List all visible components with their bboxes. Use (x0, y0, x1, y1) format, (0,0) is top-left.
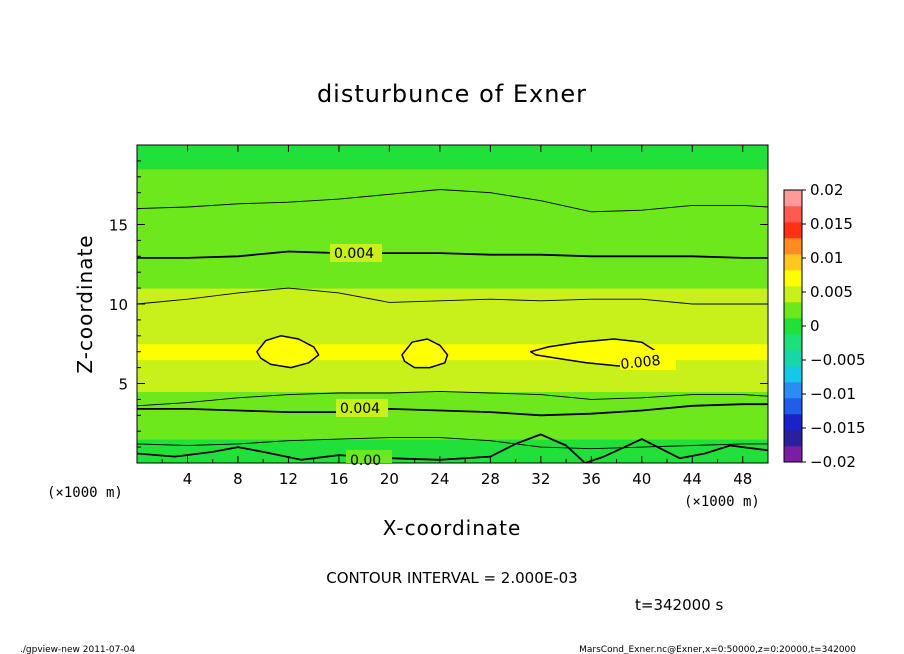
band-z-3.5 (137, 391, 768, 408)
x-tick-label-36: 36 (582, 470, 601, 488)
colorbar-swatch-12 (784, 254, 802, 271)
colorbar-swatch-6 (784, 350, 802, 367)
x-tick-label-48: 48 (733, 470, 752, 488)
contour-label-0008: 0.008 (620, 353, 662, 373)
contour-line-1 (137, 250, 768, 259)
band-z-1.5 (137, 423, 768, 440)
contour-labels: 0.004 0.008 0.004 0.00 (330, 244, 676, 469)
plot-area (137, 145, 768, 463)
x-tick-label-24: 24 (430, 470, 449, 488)
contour-line-4 (137, 403, 768, 417)
filled-bands (137, 145, 768, 463)
band-z-0.6 (137, 439, 768, 454)
x-axis-unit: (×1000 m) (684, 494, 760, 510)
y-axis-ticks: 5 10 15 (109, 160, 768, 448)
colorbar-label-4: 0 (810, 317, 820, 335)
time-annotation: t=342000 s (635, 596, 723, 614)
x-axis-title: X-coordinate (383, 516, 522, 540)
chart-title: disturbunce of Exner (317, 80, 587, 108)
colorbar-swatch-0 (784, 446, 802, 463)
contour-interval-note: CONTOUR INTERVAL = 2.000E-03 (326, 569, 577, 587)
colorbar-label-7: −0.015 (810, 419, 866, 437)
contour-line-3 (137, 390, 768, 407)
colorbar-swatch-11 (784, 270, 802, 287)
band-z-14.5 (137, 200, 768, 233)
colorbar-labels: 0.02 0.015 0.01 0.005 0 −0.005 −0.01 −0.015 −0.0… (802, 181, 866, 471)
x-tick-label-8: 8 (233, 470, 243, 488)
x-tick-label-28: 28 (481, 470, 500, 488)
band-z-7.5 (137, 327, 768, 345)
y-axis-unit: (×1000 m) (47, 485, 123, 501)
closed-region-1 (401, 338, 449, 369)
band-z-16.5 (137, 168, 768, 202)
x-tick-label-44: 44 (683, 470, 702, 488)
contour-line-6 (137, 433, 768, 463)
colorbar-label-1: 0.015 (810, 215, 853, 233)
closed-region-0 (256, 335, 320, 369)
x-tick-label-32: 32 (531, 470, 550, 488)
colorbar-swatch-8 (784, 318, 802, 335)
contour-label-lower-0004: 0.004 (340, 401, 380, 417)
colorbar-swatch-3 (784, 398, 802, 415)
colorbar-swatch-9 (784, 302, 802, 319)
contour-label-000: 0.00 (350, 453, 381, 469)
band-z-4.5 (137, 375, 768, 392)
band-z-11 (137, 264, 768, 289)
y-tick-label-15: 15 (109, 217, 128, 235)
colorbar-swatch-15 (784, 206, 802, 223)
colorbar-swatch-1 (784, 430, 802, 447)
band-z-12.5 (137, 232, 768, 265)
colorbar-label-3: 0.005 (810, 283, 853, 301)
x-tick-label-12: 12 (279, 470, 298, 488)
colorbar-swatch-5 (784, 366, 802, 383)
y-axis-title: Z-coordinate (73, 234, 97, 373)
colorbar-label-2: 0.01 (810, 249, 843, 267)
contour-line-2 (137, 287, 768, 305)
x-axis-ticks: 4 8 12 16 20 24 28 32 36 40 44 48 (161, 145, 752, 488)
x-tick-label-40: 40 (632, 470, 651, 488)
contour-label-upper-0004: 0.004 (334, 246, 374, 262)
colorbar-swatch-14 (784, 222, 802, 239)
colorbar-swatch-4 (784, 382, 802, 399)
colorbar-swatch-7 (784, 334, 802, 351)
contour-line-5 (137, 437, 768, 450)
colorbar-swatch-13 (784, 238, 802, 255)
colorbar-label-8: −0.02 (810, 453, 856, 471)
colorbar-swatch-16 (784, 190, 802, 207)
band-z-8.5 (137, 311, 768, 329)
footer-left: ./gpview-new 2011-07-04 (20, 645, 135, 654)
colorbar-swatch-2 (784, 414, 802, 431)
colorbar (783, 189, 803, 463)
colorbar-swatch-10 (784, 286, 802, 303)
footer-right: MarsCond_Exner.nc@Exner,x=0:50000,z=0:20… (579, 645, 856, 654)
band-z-18.5 (137, 145, 768, 170)
y-tick-label-10: 10 (109, 296, 128, 314)
x-tick-label-16: 16 (329, 470, 348, 488)
colorbar-label-0: 0.02 (810, 181, 843, 199)
contour-lines (137, 189, 768, 463)
colorbar-label-6: −0.01 (810, 385, 856, 403)
colorbar-label-5: −0.005 (810, 351, 866, 369)
y-tick-label-5: 5 (118, 376, 128, 394)
contour-line-0 (137, 189, 768, 213)
x-tick-label-20: 20 (380, 470, 399, 488)
x-tick-label-4: 4 (183, 470, 193, 488)
